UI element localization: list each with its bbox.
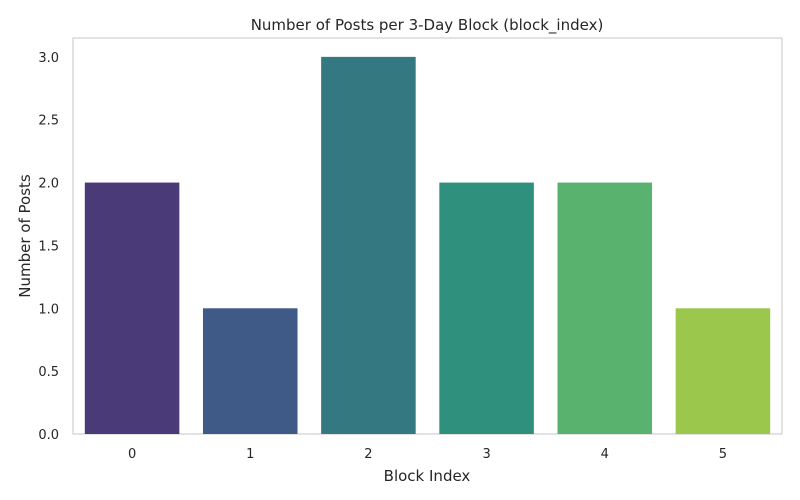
x-tick-label: 4 — [601, 447, 609, 462]
y-ticks-group: 0.0 0.5 1.0 1.5 2.0 2.5 3.0 — [38, 51, 59, 443]
bar-5 — [675, 308, 771, 434]
y-tick-label: 0.0 — [38, 428, 59, 443]
y-tick-label: 1.0 — [38, 302, 59, 317]
y-tick-label: 0.5 — [38, 365, 59, 380]
y-axis-label: Number of Posts — [16, 174, 34, 298]
x-ticks-group: 0 1 2 3 4 5 — [128, 447, 727, 462]
y-tick-label: 3.0 — [38, 51, 59, 66]
bar-1 — [202, 308, 298, 434]
y-tick-label: 2.5 — [38, 114, 59, 129]
y-tick-label: 1.5 — [38, 239, 59, 254]
bar-2 — [321, 56, 416, 434]
bar-0 — [84, 182, 180, 434]
x-axis-label: Block Index — [384, 467, 471, 485]
bar-4 — [557, 182, 653, 434]
x-tick-label: 1 — [246, 447, 254, 462]
x-tick-label: 0 — [128, 447, 136, 462]
x-tick-label: 5 — [719, 447, 727, 462]
y-tick-label: 2.0 — [38, 177, 59, 192]
plot-area — [72, 37, 783, 435]
bars-group — [84, 56, 771, 434]
chart-title: Number of Posts per 3-Day Block (block_i… — [251, 16, 604, 35]
bar-3 — [439, 182, 534, 434]
x-tick-label: 3 — [482, 447, 490, 462]
x-tick-label: 2 — [364, 447, 372, 462]
